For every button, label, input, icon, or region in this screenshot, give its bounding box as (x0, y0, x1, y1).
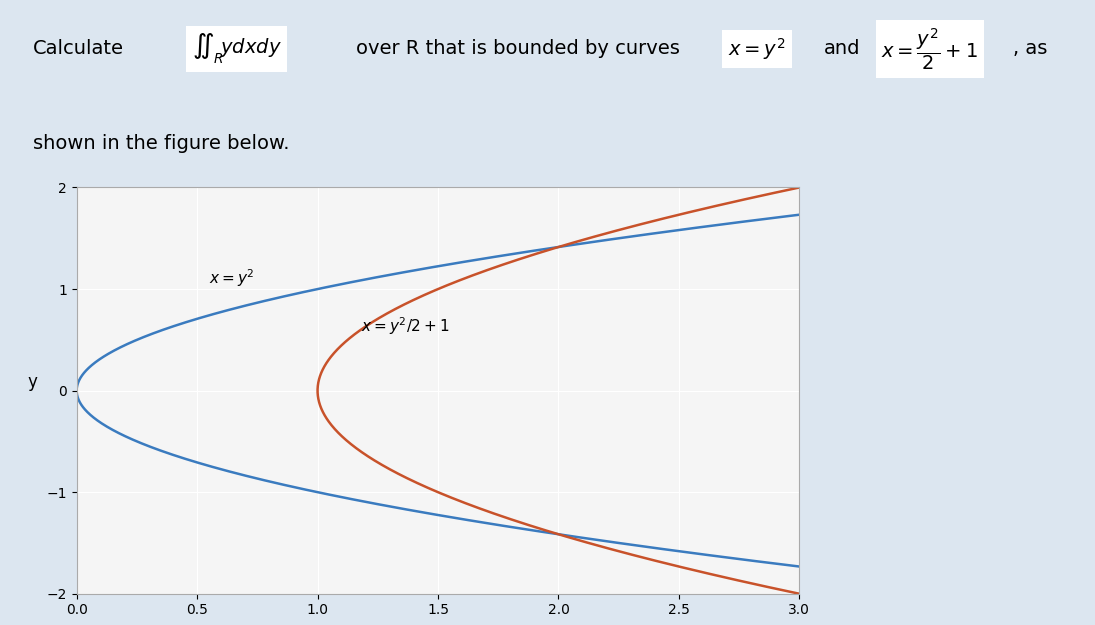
Y-axis label: y: y (27, 372, 37, 391)
Text: shown in the figure below.: shown in the figure below. (33, 134, 289, 153)
Text: $\iint_R\! ydxdy$: $\iint_R\! ydxdy$ (192, 32, 281, 66)
Text: $x=y^2$: $x=y^2$ (209, 268, 255, 289)
Text: over R that is bounded by curves: over R that is bounded by curves (356, 39, 680, 59)
Text: and: and (823, 39, 860, 59)
Text: $x = \dfrac{y^2}{2}+1$: $x = \dfrac{y^2}{2}+1$ (881, 26, 978, 72)
Text: , as: , as (1013, 39, 1047, 59)
Text: $x=y^2/2+1$: $x=y^2/2+1$ (361, 315, 449, 337)
Text: $x = y^2$: $x = y^2$ (728, 36, 786, 62)
Text: Calculate: Calculate (33, 39, 124, 59)
X-axis label: x: x (433, 623, 443, 625)
